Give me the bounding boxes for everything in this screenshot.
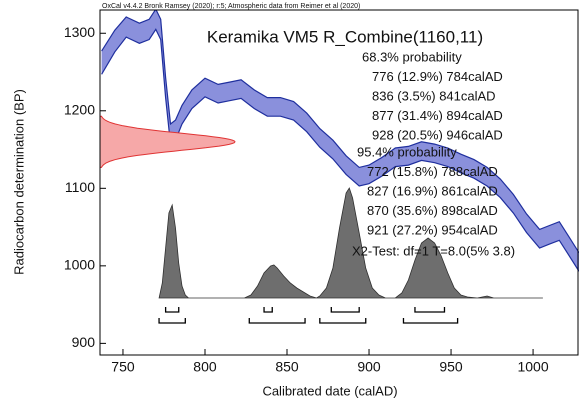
range-label: 836 (3.5%) 841calAD — [372, 88, 496, 103]
x-tick-label: 1000 — [517, 359, 548, 375]
range-label: 776 (12.9%) 784calAD — [372, 69, 503, 84]
range-label: 827 (16.9%) 861calAD — [367, 183, 498, 198]
x-tick-label: 950 — [439, 359, 463, 375]
range-bracket — [263, 307, 273, 313]
range-label: 870 (35.6%) 898calAD — [367, 203, 498, 218]
header: OxCal v4.4.2 Bronk Ramsey (2020); r:5; A… — [102, 3, 360, 10]
range-label: 772 (15.8%) 788calAD — [367, 164, 498, 179]
calibration-upper — [101, 10, 579, 254]
range-label: 877 (31.4%) 894calAD — [372, 108, 503, 123]
calibration-band — [101, 10, 579, 272]
y-tick-label: 1300 — [64, 24, 95, 40]
range-heading: 68.3% probability — [362, 49, 462, 64]
range-bracket — [158, 318, 186, 324]
y-axis-label: Radiocarbon determination (BP) — [11, 89, 26, 275]
x-axis-label: Calibrated date (calAD) — [262, 383, 397, 398]
test-statistic: X2-Test: df=1 T=8.0(5% 3.8) — [352, 243, 515, 258]
annotations: 68.3% probability 776 (12.9%) 784calAD 836… — [158, 49, 515, 324]
likelihood — [100, 115, 236, 168]
y-tick-label: 1100 — [65, 179, 95, 195]
x-tick-label: 850 — [275, 359, 299, 375]
posterior — [158, 187, 543, 299]
range-heading: 95.4% probability — [357, 144, 457, 159]
range-bracket — [164, 307, 180, 313]
x-tick-label: 900 — [357, 359, 381, 375]
range-bracket — [330, 307, 360, 313]
chart-title: Keramika VM5 R_Combine(1160,11) — [207, 27, 483, 46]
range-label: 921 (27.2%) 954calAD — [367, 222, 498, 237]
range-bracket — [402, 318, 459, 324]
x-tick-label: 750 — [111, 359, 135, 375]
range-bracket — [319, 318, 367, 324]
y-tick-label: 1000 — [64, 257, 95, 273]
y-tick-label: 1200 — [64, 101, 95, 117]
plot-frame — [99, 9, 579, 356]
x-tick-label: 800 — [193, 359, 217, 375]
range-bracket — [414, 307, 446, 313]
plot-area — [100, 10, 579, 299]
range-label: 928 (20.5%) 946calAD — [372, 127, 503, 142]
calibration-lower — [101, 28, 579, 272]
y-tick-label: 900 — [72, 334, 96, 350]
range-bracket — [248, 318, 306, 324]
